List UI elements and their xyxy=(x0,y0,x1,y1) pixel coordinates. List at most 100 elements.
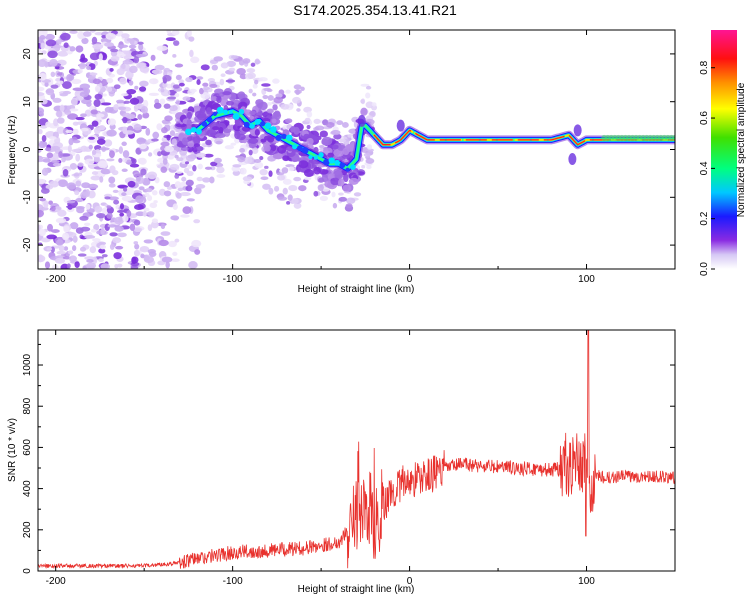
spectrogram-noise-blob xyxy=(109,232,118,237)
spectrogram-noise-blob xyxy=(148,152,153,157)
spectrogram-noise-blob xyxy=(62,169,69,177)
spectrogram-noise-blob xyxy=(253,159,262,163)
spectrogram-ridge-blob xyxy=(201,121,208,127)
spectrogram-noise-blob xyxy=(313,190,319,197)
spectrogram-noise-blob xyxy=(346,197,356,204)
spectrogram-noise-blob xyxy=(57,72,63,76)
spectrogram-noise-blob xyxy=(133,219,141,226)
spectrogram-noise-blob xyxy=(92,43,104,50)
spectrogram-noise-blob xyxy=(100,168,112,175)
spectrogram-noise-blob xyxy=(69,46,76,52)
spectrogram-noise-blob xyxy=(57,179,68,188)
spectrogram-noise-blob xyxy=(89,72,98,76)
spectrogram-ridge-blob xyxy=(228,109,233,114)
spectrogram-noise-blob xyxy=(126,113,136,120)
spectrogram-noise-blob xyxy=(57,209,67,217)
spectrogram-noise-blob xyxy=(92,78,102,85)
spectrogram-noise-blob xyxy=(60,263,69,269)
spectrogram-noise-blob xyxy=(224,145,235,150)
spectrogram-noise-blob xyxy=(92,256,98,265)
spectrogram-noise-blob xyxy=(99,244,107,250)
spectrogram-noise-blob xyxy=(51,159,60,164)
snr-series-line xyxy=(38,330,675,570)
spectrogram-noise-blob xyxy=(204,166,212,170)
spectrogram-noise-blob xyxy=(177,187,184,192)
spectrogram-noise-blob xyxy=(196,76,204,80)
spectrogram-noise-blob xyxy=(195,183,206,189)
spectrogram-noise-blob xyxy=(80,145,88,152)
spectrogram-noise-blob xyxy=(101,254,108,258)
spectrogram-noise-blob xyxy=(112,237,122,244)
spectrogram-noise-blob xyxy=(242,176,253,182)
spectrogram-noise-blob xyxy=(174,154,179,159)
spectrogram-noise-blob xyxy=(151,190,158,196)
spectrogram-noise-blob xyxy=(213,56,224,62)
spectrogram-ridge-blob xyxy=(313,155,318,160)
spectrogram-ridge-blob xyxy=(249,123,255,129)
snr-xlabel: Height of straight line (km) xyxy=(298,584,415,595)
spectrogram-noise-blob xyxy=(80,113,87,118)
spectrogram-noise-blob xyxy=(138,186,145,191)
spectrogram-noise-blob xyxy=(237,156,246,163)
spectrogram-noise-blob xyxy=(200,92,211,100)
spectrogram-ytick-label: -20 xyxy=(22,237,33,252)
spectrogram-noise-blob xyxy=(176,170,183,174)
spectrogram-noise-blob xyxy=(106,158,115,162)
spectrogram-noise-blob xyxy=(185,154,196,162)
spectrogram-noise-blob xyxy=(139,143,147,150)
spectrogram-band-blob xyxy=(303,133,310,139)
spectrogram-band-blob xyxy=(298,160,309,169)
spectrogram-noise-blob xyxy=(181,176,187,182)
spectrogram-noise-blob xyxy=(147,249,157,254)
spectrogram-ridge-blob xyxy=(232,112,240,120)
spectrogram-noise-blob xyxy=(268,187,274,195)
spectrogram-noise-blob xyxy=(190,56,200,64)
spectrogram-band-blob xyxy=(342,184,352,192)
spectrogram-ridge-blob xyxy=(292,144,298,150)
spectrogram-noise-blob xyxy=(48,200,53,205)
spectrogram-noise-blob xyxy=(110,48,119,53)
spectrogram-band-blob xyxy=(343,173,349,183)
spectrogram-band-blob xyxy=(210,96,218,102)
spectrogram-noise-blob xyxy=(122,116,128,124)
spectrogram-noise-blob xyxy=(331,191,336,198)
spectrogram-noise-blob xyxy=(293,202,302,209)
spectrogram-noise-blob xyxy=(138,43,144,51)
spectrogram-noise-blob xyxy=(147,171,158,180)
spectrogram-band-blob xyxy=(346,143,353,153)
spectrogram-noise-blob xyxy=(215,140,223,145)
spectrogram-noise-blob xyxy=(163,103,171,109)
spectrogram-noise-blob xyxy=(167,71,173,76)
spectrogram-noise-blob xyxy=(109,165,116,174)
spectrogram-noise-blob xyxy=(345,203,353,209)
spectrogram-ridge-blob xyxy=(297,145,303,152)
spectrogram-noise-blob xyxy=(153,102,162,109)
spectrogram-noise-blob xyxy=(179,192,191,197)
spectrogram-noise-blob xyxy=(197,163,203,170)
spectrogram-noise-blob xyxy=(175,99,181,105)
spectrogram-xlabel: Height of straight line (km) xyxy=(298,284,415,295)
spectrogram-frame xyxy=(37,29,676,270)
spectrogram-band-blob xyxy=(226,100,235,106)
spectrogram-band-blob xyxy=(360,107,368,116)
spectrogram-band-blob xyxy=(237,91,246,99)
spectrogram-noise-blob xyxy=(122,214,129,222)
spectrogram-noise-blob xyxy=(99,176,104,183)
spectrogram-noise-blob xyxy=(262,183,271,190)
spectrogram-noise-blob xyxy=(136,138,147,143)
spectrogram-noise-blob xyxy=(62,81,72,89)
spectrogram-noise-blob xyxy=(151,69,163,75)
spectrogram-noise-blob xyxy=(38,209,44,218)
spectrogram-noise-blob xyxy=(166,30,172,34)
spectrogram-noise-blob xyxy=(172,203,178,210)
spectrogram-bump-blob xyxy=(396,119,405,132)
spectrogram-noise-blob xyxy=(70,78,82,85)
spectrogram-noise-blob xyxy=(164,115,173,122)
spectrogram-noise-blob xyxy=(194,187,202,195)
spectrogram-band-blob xyxy=(234,129,240,136)
spectrogram-noise-blob xyxy=(94,205,103,213)
spectrogram-noise-blob xyxy=(162,158,168,165)
spectrogram-noise-blob xyxy=(121,195,133,202)
spectrogram-noise-blob xyxy=(137,113,143,120)
spectrogram-ridge-blob xyxy=(243,121,250,128)
